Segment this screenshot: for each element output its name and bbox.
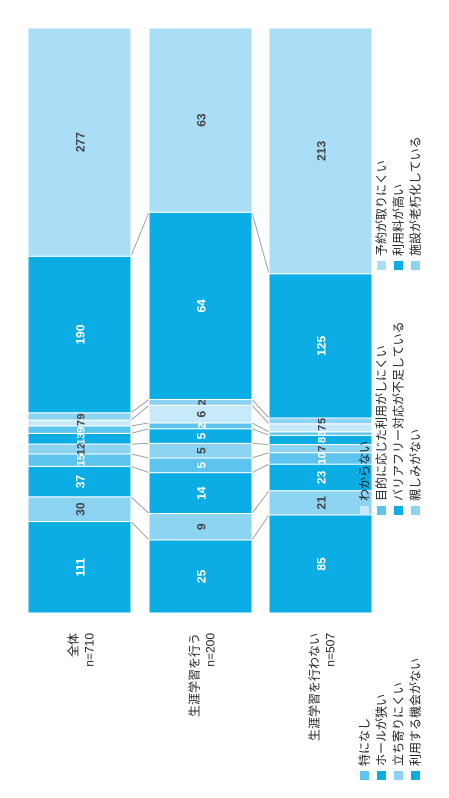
legend-label: 利用する機会がない bbox=[408, 658, 423, 766]
data-label: 63 bbox=[195, 113, 209, 127]
legend-label: 親しみがない bbox=[408, 429, 423, 501]
legend-label: ホールが狭い bbox=[374, 694, 389, 766]
data-label: 190 bbox=[74, 324, 88, 344]
data-label: 37 bbox=[74, 475, 88, 489]
legend-swatch bbox=[394, 261, 403, 270]
connector-line bbox=[251, 452, 270, 459]
bar-segment bbox=[268, 514, 373, 614]
connector-line bbox=[251, 490, 270, 514]
plot-area: 1113037151213979190277259145552626463852… bbox=[27, 27, 373, 741]
bar-segment bbox=[148, 513, 253, 541]
data-label: 9 bbox=[76, 413, 88, 419]
category-n-label: n=507 bbox=[324, 633, 338, 667]
bar-segment bbox=[268, 273, 373, 419]
data-label: 7 bbox=[317, 446, 329, 452]
data-label: 9 bbox=[195, 523, 209, 530]
bar-segment bbox=[27, 496, 132, 523]
data-label: 9 bbox=[76, 427, 88, 433]
legend-swatch bbox=[394, 506, 403, 515]
connector-line bbox=[130, 521, 150, 541]
bar-segment bbox=[148, 472, 253, 515]
connector-line bbox=[251, 405, 270, 425]
bar-segment bbox=[27, 255, 132, 414]
connector-line bbox=[251, 463, 270, 473]
connector-line bbox=[130, 442, 150, 445]
legend-swatch bbox=[411, 771, 420, 780]
category-label: 生涯学習を行わない bbox=[307, 633, 322, 741]
data-label: 277 bbox=[74, 132, 88, 152]
category-n-label: n=200 bbox=[204, 633, 218, 667]
bar-segment bbox=[268, 27, 373, 275]
connector-line bbox=[130, 422, 150, 427]
data-label: 5 bbox=[317, 418, 329, 424]
data-label: 23 bbox=[315, 470, 329, 484]
connector-line bbox=[251, 442, 270, 445]
category-label: 生涯学習を行う bbox=[187, 633, 202, 717]
data-label: 7 bbox=[76, 420, 88, 426]
legend-swatch bbox=[377, 771, 386, 780]
category-n-label: n=710 bbox=[83, 633, 97, 667]
bar-segment bbox=[27, 27, 132, 257]
legend-label: 特になし bbox=[357, 718, 372, 766]
bar-segment bbox=[268, 490, 373, 516]
data-label: 5 bbox=[195, 462, 209, 469]
bar-segment bbox=[148, 27, 253, 213]
data-label: 15 bbox=[76, 454, 88, 466]
connector-line bbox=[130, 399, 150, 414]
legend-swatch bbox=[360, 771, 369, 780]
bar-segment bbox=[268, 463, 373, 492]
legend-label: 立ち寄りにくい bbox=[391, 682, 406, 766]
data-label: 6 bbox=[195, 410, 209, 417]
data-label: 5 bbox=[195, 432, 209, 439]
connector-line bbox=[130, 453, 150, 459]
connector-line bbox=[251, 212, 270, 274]
data-label: 13 bbox=[76, 433, 88, 445]
legend-label: 施設が老朽化している bbox=[408, 136, 423, 256]
data-label: 64 bbox=[195, 299, 209, 313]
data-label: 8 bbox=[317, 437, 329, 443]
bar-segment bbox=[148, 539, 253, 614]
data-label: 10 bbox=[317, 452, 329, 464]
connector-line bbox=[251, 428, 270, 436]
legend-swatch bbox=[377, 506, 386, 515]
data-label: 111 bbox=[74, 558, 88, 577]
legend-swatch bbox=[411, 506, 420, 515]
category-label: 全体 bbox=[66, 633, 81, 657]
data-label: 5 bbox=[195, 447, 209, 454]
bar-segment bbox=[27, 521, 132, 614]
data-label: 213 bbox=[315, 141, 329, 161]
legend-label: わからない bbox=[358, 441, 372, 501]
legend-label: 目的に応じた利用がしにくい bbox=[374, 345, 389, 501]
legend-label: 利用料が高い bbox=[391, 184, 406, 256]
legend-swatch bbox=[411, 261, 420, 270]
data-label: 12 bbox=[76, 443, 88, 455]
bar-segment bbox=[148, 211, 253, 400]
connector-line bbox=[130, 428, 150, 434]
data-label: 85 bbox=[315, 557, 329, 571]
connector-line bbox=[251, 422, 270, 433]
data-label: 14 bbox=[195, 486, 209, 500]
connector-line bbox=[251, 514, 270, 541]
data-label: 30 bbox=[74, 502, 88, 516]
connector-line bbox=[130, 496, 150, 514]
legend-swatch bbox=[360, 506, 369, 515]
data-label: 7 bbox=[317, 425, 329, 431]
legend-label: バリアフリー対応が不足している bbox=[391, 321, 406, 501]
data-label: 21 bbox=[315, 496, 329, 510]
legend-swatch bbox=[377, 261, 386, 270]
legend-swatch bbox=[394, 771, 403, 780]
data-label: 2 bbox=[197, 399, 209, 405]
connector-line bbox=[130, 212, 150, 257]
data-label: 2 bbox=[197, 423, 209, 429]
legend-label: 予約が取りにくい bbox=[374, 160, 389, 256]
data-label: 125 bbox=[315, 336, 329, 356]
data-label: 3 bbox=[317, 431, 329, 437]
connector-line bbox=[251, 399, 270, 419]
connector-line bbox=[130, 405, 150, 421]
data-label: 25 bbox=[195, 569, 209, 583]
connector-line bbox=[130, 465, 150, 473]
